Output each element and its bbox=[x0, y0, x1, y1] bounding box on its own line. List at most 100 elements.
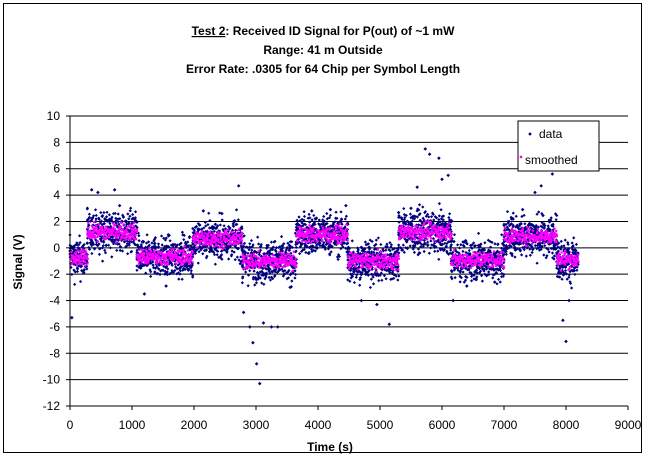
data-point bbox=[220, 218, 224, 222]
data-point bbox=[128, 214, 132, 218]
smoothed-point bbox=[374, 267, 377, 270]
data-point bbox=[249, 238, 254, 243]
data-point bbox=[101, 239, 106, 243]
smoothed-point bbox=[132, 224, 135, 228]
data-point-outlier bbox=[437, 156, 441, 160]
chart-title-line3: Error Rate: .0305 for 64 Chip per Symbol… bbox=[186, 62, 460, 76]
smoothed-point bbox=[420, 229, 423, 232]
data-point bbox=[258, 248, 263, 252]
data-point bbox=[251, 277, 255, 281]
x-tick-label: 5000 bbox=[367, 418, 394, 432]
data-point bbox=[223, 227, 228, 231]
smoothed-point bbox=[208, 231, 212, 234]
smoothed-point bbox=[290, 257, 293, 260]
data-point bbox=[203, 220, 207, 225]
data-point bbox=[70, 272, 74, 277]
data-point-outlier bbox=[427, 152, 432, 157]
data-point bbox=[245, 245, 249, 249]
smoothed-point bbox=[200, 235, 203, 238]
y-tick-label: -10 bbox=[43, 373, 61, 387]
data-point bbox=[429, 246, 433, 250]
smoothed-point bbox=[101, 225, 104, 229]
data-point bbox=[179, 241, 183, 245]
data-point bbox=[209, 249, 213, 253]
data-point bbox=[271, 248, 275, 252]
data-point-outlier bbox=[465, 284, 469, 288]
smoothed-point bbox=[376, 261, 379, 265]
smoothed-point bbox=[87, 221, 90, 225]
data-point bbox=[114, 216, 118, 220]
data-point bbox=[469, 279, 474, 283]
smoothed-point bbox=[337, 241, 340, 245]
smoothed-point bbox=[96, 235, 99, 239]
smoothed-point bbox=[330, 234, 333, 237]
data-point bbox=[261, 272, 266, 276]
smoothed-point bbox=[424, 220, 427, 223]
data-point bbox=[213, 262, 217, 266]
data-point bbox=[121, 215, 125, 219]
smoothed-point bbox=[146, 250, 149, 253]
y-tick-label: 8 bbox=[53, 135, 60, 149]
data-point bbox=[233, 228, 238, 233]
data-point bbox=[268, 278, 273, 282]
data-point bbox=[87, 212, 92, 216]
smoothed-point bbox=[145, 258, 148, 262]
data-point bbox=[257, 275, 261, 279]
data-point bbox=[528, 253, 532, 257]
data-point bbox=[220, 253, 224, 257]
data-point bbox=[90, 243, 94, 248]
smoothed-point bbox=[85, 255, 89, 258]
data-point bbox=[250, 248, 254, 252]
data-point bbox=[293, 272, 298, 277]
data-point bbox=[116, 220, 120, 224]
smoothed-point bbox=[421, 231, 424, 234]
data-point bbox=[452, 233, 457, 237]
smoothed-point bbox=[367, 266, 371, 269]
data-point bbox=[115, 248, 119, 253]
data-point-outlier bbox=[96, 190, 100, 195]
data-point bbox=[429, 239, 433, 243]
data-point bbox=[439, 208, 443, 212]
smoothed-point bbox=[133, 232, 136, 235]
smoothed-point bbox=[186, 255, 189, 258]
data-point bbox=[268, 248, 272, 253]
data-point bbox=[153, 241, 157, 245]
smoothed-point bbox=[410, 230, 413, 234]
smoothed-point bbox=[365, 252, 368, 256]
data-point bbox=[85, 236, 90, 240]
smoothed-point bbox=[294, 260, 297, 263]
data-point bbox=[476, 231, 481, 235]
data-point bbox=[233, 219, 237, 223]
data-point bbox=[368, 285, 373, 290]
smoothed-point bbox=[282, 252, 285, 255]
data-point bbox=[194, 248, 198, 252]
data-point bbox=[246, 273, 251, 277]
data-point bbox=[293, 276, 297, 280]
smoothed-point bbox=[143, 256, 146, 259]
data-point-outlier bbox=[248, 325, 252, 329]
data-point bbox=[140, 264, 144, 268]
data-point bbox=[126, 212, 130, 216]
data-point bbox=[325, 211, 329, 216]
data-point bbox=[408, 244, 412, 248]
smoothed-point bbox=[86, 226, 90, 230]
smoothed-point bbox=[398, 237, 401, 240]
smoothed-point bbox=[347, 267, 350, 270]
smoothed-point bbox=[164, 255, 168, 258]
smoothed-point bbox=[378, 257, 381, 260]
data-point bbox=[133, 216, 137, 220]
smoothed-point bbox=[232, 234, 235, 237]
data-point bbox=[167, 233, 171, 237]
smoothed-point bbox=[346, 239, 349, 242]
smoothed-point bbox=[337, 224, 340, 227]
data-point bbox=[135, 268, 139, 272]
smoothed-point bbox=[134, 238, 138, 241]
smoothed-point bbox=[135, 228, 138, 232]
data-point bbox=[77, 234, 82, 238]
data-point bbox=[197, 227, 201, 232]
data-point bbox=[102, 210, 106, 215]
data-point bbox=[198, 223, 202, 227]
data-point bbox=[491, 276, 495, 280]
data-point bbox=[244, 270, 248, 274]
